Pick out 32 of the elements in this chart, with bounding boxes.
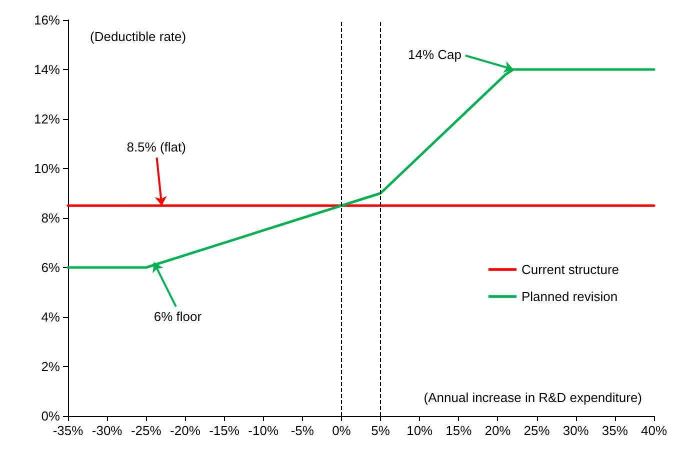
x-tick-label: -15% (209, 423, 240, 438)
annotation: 6% floor (154, 309, 202, 324)
x-tick-label: 15% (446, 423, 472, 438)
y-tick-label: 16% (34, 12, 60, 28)
legend-label: Planned revision (521, 289, 618, 304)
y-tick-label: 0% (41, 408, 60, 424)
annotation: (Deductible rate) (90, 29, 186, 44)
x-tick-label: 35% (602, 423, 628, 438)
x-tick-label: 30% (562, 423, 590, 438)
y-tick-label: 12% (34, 112, 60, 126)
x-tick-label: 20% (484, 423, 512, 438)
y-tick-label: 4% (41, 310, 60, 324)
y-tick-label: 8% (41, 210, 60, 226)
y-tick-label: 14% (34, 62, 60, 77)
x-tick-label: -35% (52, 423, 84, 438)
annotation: 14% Cap (408, 46, 462, 62)
x-tick-label: -20% (170, 423, 201, 438)
legend-label: Current structure (521, 262, 620, 277)
y-tick-label: 10% (34, 161, 60, 176)
annotation: 8.5% (flat) (126, 140, 186, 155)
y-tick-label: 2% (41, 359, 60, 374)
x-tick-label: 5% (371, 423, 390, 438)
x-tick-label: -10% (248, 423, 279, 438)
x-tick-label: 0% (332, 423, 352, 438)
x-tick-label: 40% (640, 423, 668, 438)
x-tick-label: -25% (130, 423, 162, 438)
x-tick-label: -30% (92, 423, 123, 438)
x-tick-label: -5% (290, 423, 314, 438)
y-tick-label: 6% (41, 260, 60, 275)
x-tick-label: 10% (406, 423, 434, 438)
annotation: (Annual increase in R&D expenditure) (424, 390, 642, 405)
x-tick-label: 25% (524, 423, 550, 438)
